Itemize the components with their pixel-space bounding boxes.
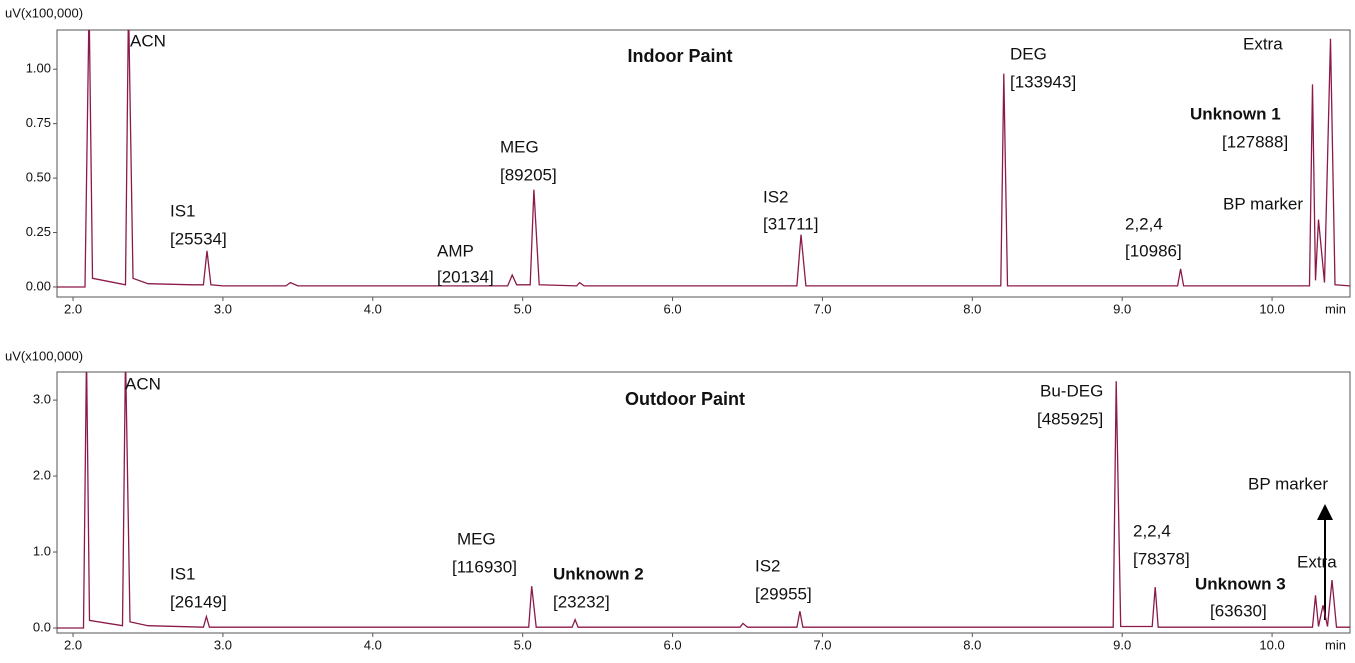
y-tick-label: 1.0 xyxy=(33,543,51,558)
y-tick-label: 0.25 xyxy=(26,224,51,239)
peak-area: [78378] xyxy=(1133,549,1190,568)
chromatogram-trace xyxy=(57,372,1350,629)
peak-area: [485925] xyxy=(1037,409,1103,428)
peak-label: Bu-DEG xyxy=(1040,381,1103,400)
peak-label: AMP xyxy=(437,241,474,260)
x-tick-label: 3.0 xyxy=(214,301,232,316)
peak-label: Unknown 3 xyxy=(1195,574,1286,593)
y-tick-label: 1.00 xyxy=(26,61,51,76)
chromatogram-trace xyxy=(57,30,1350,288)
y-tick-label: 0.0 xyxy=(33,619,51,634)
panel-title: Indoor Paint xyxy=(628,46,733,66)
x-tick-label: 2.0 xyxy=(64,301,82,316)
peak-area: [89205] xyxy=(500,165,557,184)
x-tick-label: 5.0 xyxy=(514,637,532,652)
y-axis-label: uV(x100,000) xyxy=(5,5,83,20)
x-tick-label: 6.0 xyxy=(664,301,682,316)
peak-area: [23232] xyxy=(553,592,610,611)
x-tick-label: 10.0 xyxy=(1259,301,1284,316)
panel-title: Outdoor Paint xyxy=(625,389,745,409)
x-tick-label: 7.0 xyxy=(813,301,831,316)
y-tick-label: 3.0 xyxy=(33,392,51,407)
peak-area: [127888] xyxy=(1222,132,1288,151)
y-axis-label: uV(x100,000) xyxy=(5,348,83,363)
peak-label: 2,2,4 xyxy=(1125,214,1163,233)
x-tick-label: 6.0 xyxy=(664,637,682,652)
plot-frame xyxy=(56,29,1351,298)
peak-label: Extra xyxy=(1243,34,1283,53)
peak-label: MEG xyxy=(457,529,496,548)
x-tick-label: 2.0 xyxy=(64,637,82,652)
peak-area: [20134] xyxy=(437,267,494,286)
peak-area: [10986] xyxy=(1125,241,1182,260)
peak-area: [26149] xyxy=(170,592,227,611)
peak-label: ACN xyxy=(130,31,166,50)
x-tick-label: 8.0 xyxy=(963,301,981,316)
peak-label: MEG xyxy=(500,137,539,156)
y-tick-label: 0.00 xyxy=(26,278,51,293)
y-tick-label: 2.0 xyxy=(33,468,51,483)
peak-label: ACN xyxy=(125,374,161,393)
x-tick-label: 3.0 xyxy=(214,637,232,652)
peak-label: DEG xyxy=(1010,44,1047,63)
peak-area: [133943] xyxy=(1010,72,1076,91)
x-tick-label: 4.0 xyxy=(364,301,382,316)
peak-label: Unknown 2 xyxy=(553,564,644,583)
y-tick-label: 0.50 xyxy=(26,170,51,185)
peak-area: [25534] xyxy=(170,229,227,248)
peak-area: [29955] xyxy=(755,584,812,603)
peak-label: IS2 xyxy=(763,187,789,206)
x-tick-label: 8.0 xyxy=(963,637,981,652)
peak-label: IS2 xyxy=(755,556,781,575)
x-tick-label: 7.0 xyxy=(813,637,831,652)
y-tick-label: 0.75 xyxy=(26,115,51,130)
x-tick-label: 4.0 xyxy=(364,637,382,652)
x-tick-label: 10.0 xyxy=(1259,637,1284,652)
x-axis-label: min xyxy=(1325,301,1346,316)
peak-label: BP marker xyxy=(1223,194,1303,213)
peak-label: BP marker xyxy=(1248,474,1328,493)
peak-label: Unknown 1 xyxy=(1190,104,1281,123)
peak-area: [63630] xyxy=(1210,601,1267,620)
peak-area: [116930] xyxy=(452,557,517,576)
peak-label: IS1 xyxy=(170,201,196,220)
x-tick-label: 9.0 xyxy=(1113,637,1131,652)
peak-label: IS1 xyxy=(170,564,196,583)
plot-frame xyxy=(56,371,1351,634)
x-tick-label: 9.0 xyxy=(1113,301,1131,316)
peak-label: Extra xyxy=(1297,552,1337,571)
x-tick-label: 5.0 xyxy=(514,301,532,316)
x-axis-label: min xyxy=(1325,637,1346,652)
peak-area: [31711] xyxy=(763,214,818,233)
peak-label: 2,2,4 xyxy=(1133,521,1171,540)
